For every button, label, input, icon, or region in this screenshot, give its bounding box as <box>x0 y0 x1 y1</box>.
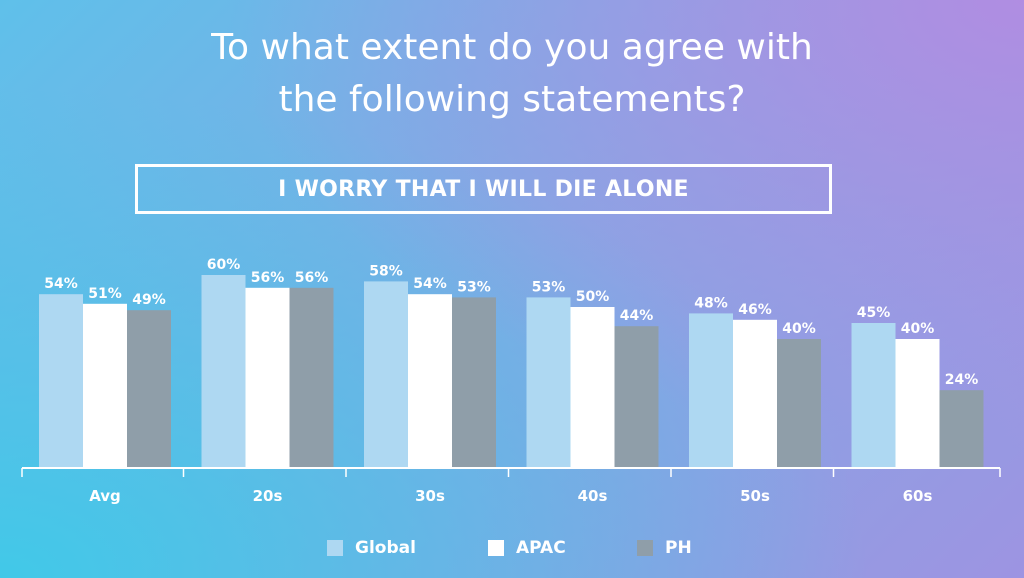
statement-text: I WORRY THAT I WILL DIE ALONE <box>278 176 689 202</box>
chart-legend: Global APAC PH <box>0 538 1024 562</box>
data-label-ph-avg: 49% <box>132 292 166 308</box>
legend-item-ph: PH <box>637 538 692 558</box>
data-label-apac-40s: 50% <box>576 289 610 305</box>
x-tick-label-30s: 30s <box>415 487 445 505</box>
legend-label-global: Global <box>355 538 416 558</box>
bar-apac-avg <box>83 303 127 467</box>
data-label-global-20s: 60% <box>207 257 241 273</box>
page-title: To what extent do you agree with the fol… <box>0 22 1024 126</box>
bar-global-20s <box>201 275 246 467</box>
bar-apac-30s <box>408 294 452 467</box>
x-tick-label-50s: 50s <box>740 487 770 505</box>
data-label-global-50s: 48% <box>694 295 728 311</box>
data-label-ph-50s: 40% <box>782 321 816 337</box>
statement-box: I WORRY THAT I WILL DIE ALONE <box>135 164 832 214</box>
title-line-1: To what extent do you agree with <box>211 27 813 68</box>
legend-label-apac: APAC <box>516 538 566 558</box>
data-label-global-avg: 54% <box>44 276 78 292</box>
bar-global-50s <box>689 313 733 467</box>
bar-ph-avg <box>127 310 171 467</box>
bar-chart: 54% 51% 49% Avg 60% 56% 56% 20s 58% 54% 53% 30s 53% 5… <box>21 257 1001 505</box>
data-label-ph-60s: 24% <box>945 372 979 388</box>
title-line-2: the following statements? <box>278 79 746 120</box>
data-label-apac-avg: 51% <box>88 286 122 302</box>
bar-apac-50s <box>733 319 777 467</box>
legend-item-global: Global <box>327 538 416 558</box>
data-label-ph-40s: 44% <box>620 308 654 324</box>
bar-global-60s <box>851 323 896 467</box>
legend-label-ph: PH <box>665 538 692 558</box>
bar-global-40s <box>526 297 571 467</box>
data-label-apac-20s: 56% <box>251 270 285 286</box>
bar-global-30s <box>364 281 408 467</box>
bar-ph-60s <box>939 390 984 467</box>
bar-ph-50s <box>777 339 821 467</box>
data-label-apac-60s: 40% <box>901 321 935 337</box>
bar-global-avg <box>39 294 83 467</box>
data-label-global-30s: 58% <box>369 263 403 279</box>
data-label-global-40s: 53% <box>532 279 566 295</box>
legend-swatch-apac <box>488 540 504 556</box>
x-tick-label-20s: 20s <box>253 487 283 505</box>
legend-item-apac: APAC <box>488 538 566 558</box>
bar-apac-40s <box>570 307 615 467</box>
bar-apac-60s <box>895 339 940 467</box>
bar-apac-20s <box>245 287 290 467</box>
data-label-apac-50s: 46% <box>738 302 772 318</box>
legend-swatch-ph <box>637 540 653 556</box>
bar-ph-30s <box>452 297 496 467</box>
bar-ph-40s <box>614 326 659 467</box>
data-label-apac-30s: 54% <box>413 276 447 292</box>
data-label-ph-30s: 53% <box>457 279 491 295</box>
bar-ph-20s <box>289 287 334 467</box>
data-label-global-60s: 45% <box>857 305 891 321</box>
x-tick-label-avg: Avg <box>89 487 121 505</box>
x-tick-label-40s: 40s <box>578 487 608 505</box>
legend-swatch-global <box>327 540 343 556</box>
data-label-ph-20s: 56% <box>295 270 329 286</box>
x-tick-label-60s: 60s <box>903 487 933 505</box>
